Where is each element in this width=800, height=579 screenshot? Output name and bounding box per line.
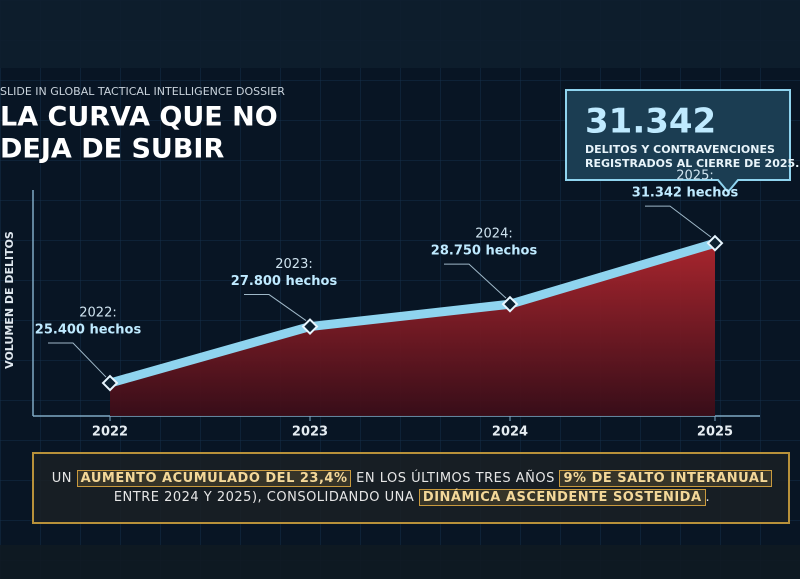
callout-text: DELITOS Y CONTRAVENCIONES: [585, 143, 775, 156]
marker: [301, 318, 319, 335]
callout-value: 31.342: [585, 102, 716, 142]
marker: [101, 374, 119, 392]
point-title: 2022:: [79, 306, 116, 321]
summary-text: ENTRE 2024 Y 2025), CONSOLIDANDO UNA: [113, 490, 419, 505]
summary-text: .: [705, 490, 711, 505]
value-label: 28.750 hechos: [431, 244, 538, 259]
marker: [501, 295, 519, 313]
area: [110, 243, 715, 416]
value-label: 25.400 hechos: [35, 323, 142, 338]
summary-line: UN AUMENTO ACUMULADO DEL 23,4% EN LOS ÚL…: [51, 469, 773, 488]
summary-text: EN LOS ÚLTIMOS TRES AÑOS: [351, 471, 560, 486]
callout-text: REGISTRADOS AL CIERRE DE 2025.: [585, 157, 799, 170]
title: LA CURVA QUE NO: [0, 102, 278, 133]
x-tick-label: 2025: [697, 425, 733, 440]
x-tick-label: 2024: [492, 425, 528, 440]
value-label: 27.800 hechos: [231, 274, 338, 289]
marker: [706, 234, 724, 252]
line: [108, 238, 717, 388]
top-band: [0, 0, 800, 68]
leader: [645, 205, 712, 238]
y-axis-label: VOLUMEN DE DELITOS: [3, 231, 16, 369]
callout-box: [565, 89, 791, 194]
leader: [244, 294, 307, 321]
title: DEJA DE SUBIR: [0, 134, 224, 165]
summary-text: UN: [51, 471, 77, 486]
highlight: DINÁMICA ASCENDENTE SOSTENIDA: [418, 489, 706, 506]
value-label: 31.342 hechos: [632, 186, 739, 201]
highlight: 9% DE SALTO INTERANUAL: [559, 470, 773, 487]
summary-line: ENTRE 2024 Y 2025), CONSOLIDANDO UNA DIN…: [114, 488, 710, 507]
kicker: SLIDE IN GLOBAL TACTICAL INTELLIGENCE DO…: [0, 85, 285, 98]
x-tick-label: 2022: [92, 425, 128, 440]
highlight: AUMENTO ACUMULADO DEL 23,4%: [76, 470, 352, 487]
point-title: 2025:: [676, 169, 713, 184]
point-title: 2024:: [475, 227, 512, 242]
summary: UN AUMENTO ACUMULADO DEL 23,4% EN LOS ÚL…: [36, 455, 788, 521]
point-title: 2023:: [275, 257, 312, 272]
x-tick-label: 2023: [292, 425, 328, 440]
leader: [444, 263, 507, 299]
summary-box: [32, 452, 790, 524]
bottom-band: [0, 545, 800, 579]
leader: [48, 342, 107, 378]
